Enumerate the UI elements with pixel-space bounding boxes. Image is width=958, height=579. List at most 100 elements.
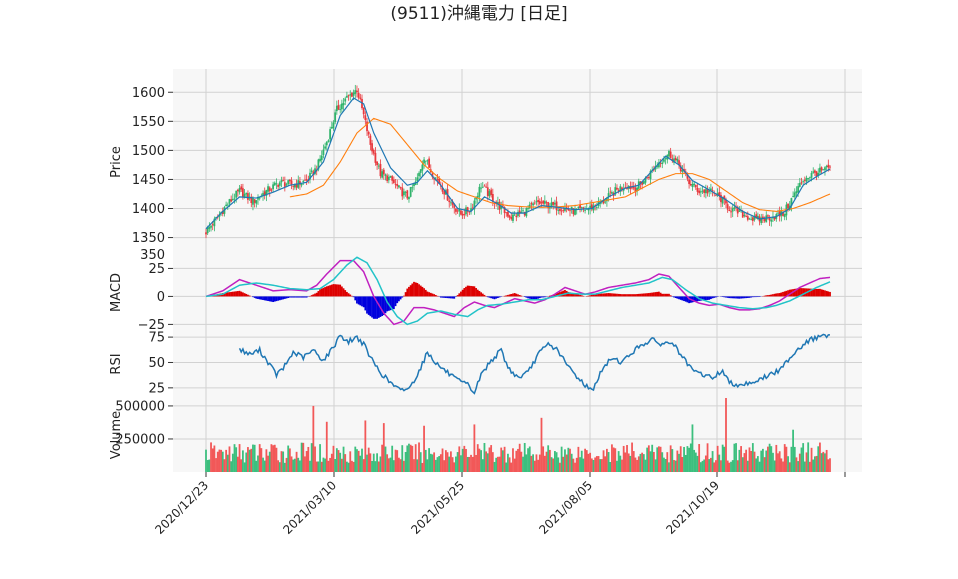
- volume-bar: [210, 442, 212, 472]
- volume-bar: [361, 449, 363, 472]
- macd-hist-bar: [445, 296, 447, 298]
- candle-body: [732, 208, 734, 211]
- candle-body: [522, 210, 524, 211]
- macd-hist-bar: [728, 296, 730, 298]
- macd-hist-bar: [306, 296, 308, 297]
- volume-bar: [705, 456, 707, 472]
- candle-body: [333, 122, 335, 128]
- y-tick-label: 1600: [132, 86, 165, 101]
- volume-bar: [485, 451, 487, 472]
- volume-bar: [234, 444, 236, 472]
- macd-hist-bar: [658, 292, 660, 297]
- macd-hist-bar: [661, 294, 663, 297]
- volume-bar: [546, 452, 548, 472]
- volume-bar: [368, 448, 370, 472]
- macd-hist-bar: [405, 292, 407, 296]
- volume-bar: [665, 459, 667, 472]
- volume-bar: [301, 443, 303, 472]
- volume-bar: [252, 445, 254, 472]
- candle-body: [584, 210, 586, 211]
- volume-bar: [581, 451, 583, 472]
- volume-bar: [239, 444, 241, 472]
- candle-body: [482, 187, 484, 188]
- volume-bar: [217, 452, 219, 472]
- volume-bar: [695, 453, 697, 472]
- volume-bar: [510, 463, 512, 472]
- macd-hist-bar: [356, 296, 358, 303]
- volume-bar: [249, 450, 251, 472]
- candle-body: [801, 182, 803, 183]
- macd-hist-bar: [304, 296, 306, 297]
- macd-hist-bar: [369, 296, 371, 316]
- volume-bar: [427, 459, 429, 472]
- macd-hist-bar: [339, 285, 341, 297]
- macd-hist-bar: [510, 294, 512, 296]
- candle-body: [396, 184, 398, 186]
- candle-body: [267, 186, 269, 191]
- macd-hist-bar: [294, 296, 296, 297]
- volume-bar: [593, 460, 595, 472]
- volume-bar: [291, 456, 293, 472]
- macd-hist-bar: [301, 296, 303, 297]
- candle-body: [272, 184, 274, 189]
- macd-hist-bar: [465, 287, 467, 297]
- candle-body: [812, 171, 814, 172]
- macd-hist-bar: [344, 290, 346, 296]
- volume-bar: [703, 459, 705, 472]
- volume-bar: [363, 459, 365, 472]
- volume-bar: [683, 447, 685, 472]
- volume-bar: [259, 444, 261, 472]
- volume-bar: [277, 460, 279, 472]
- candle-body: [247, 193, 249, 200]
- volume-bar: [629, 456, 631, 472]
- macd-hist-bar: [621, 294, 623, 296]
- panel-backgrounds: [173, 69, 862, 472]
- candle-body: [385, 174, 387, 175]
- volume-bar: [240, 459, 242, 472]
- macd-hist-bar: [819, 289, 821, 297]
- macd-hist-bar: [629, 294, 631, 296]
- candle-body: [675, 158, 677, 160]
- volume-bar: [408, 444, 410, 472]
- macd-hist-bar: [628, 294, 630, 296]
- macd-hist-bar: [504, 296, 506, 297]
- volume-bar: [232, 454, 234, 472]
- candle-body: [510, 217, 512, 219]
- candle-body: [457, 211, 459, 212]
- candle-body: [324, 146, 326, 148]
- volume-bar: [700, 462, 702, 472]
- macd-hist-bar: [529, 296, 531, 298]
- volume-bar: [329, 458, 331, 472]
- x-tick-label: 2021/05/25: [408, 478, 467, 537]
- macd-hist-bar: [712, 296, 714, 298]
- volume-bar: [219, 450, 221, 472]
- chart-title: (9511)沖縄電力 [日足]: [390, 4, 567, 24]
- volume-bar: [702, 461, 704, 472]
- volume-bar: [606, 449, 608, 472]
- volume-bar: [484, 443, 486, 472]
- y-axis-label: MACD: [109, 273, 124, 312]
- volume-bar: [739, 450, 741, 472]
- candle-body: [277, 185, 279, 187]
- candle-body: [383, 170, 385, 175]
- volume-bar: [723, 447, 725, 472]
- macd-hist-bar: [583, 296, 585, 297]
- volume-bar: [676, 451, 678, 472]
- candle-body: [487, 187, 489, 196]
- macd-hist-bar: [312, 294, 314, 296]
- volume-bar: [816, 456, 818, 472]
- volume-bar: [509, 457, 511, 472]
- candle-body: [733, 207, 735, 209]
- volume-bar: [728, 463, 730, 472]
- macd-hist-bar: [774, 294, 776, 297]
- candle-body: [338, 105, 340, 109]
- macd-hist-bar: [328, 286, 330, 297]
- macd-hist-bar: [254, 296, 256, 297]
- volume-bar: [680, 446, 682, 472]
- candle-body: [386, 176, 388, 181]
- macd-hist-bar: [296, 296, 298, 297]
- macd-hist-bar: [817, 289, 819, 297]
- candle-body: [796, 191, 798, 193]
- candle-body: [328, 140, 330, 142]
- macd-hist-bar: [447, 296, 449, 298]
